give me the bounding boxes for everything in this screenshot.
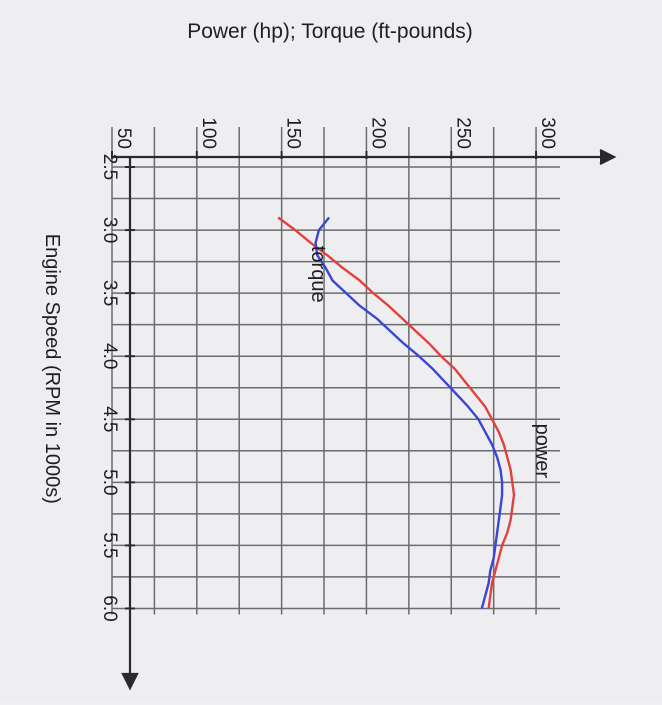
- x-tick-label: 4.5: [99, 406, 120, 432]
- series-label-group: power: [531, 424, 553, 479]
- y-tick-label: 50: [113, 128, 134, 149]
- y-tick-label-group: 100: [198, 117, 219, 149]
- x-tick-label: 3.5: [99, 280, 120, 306]
- series-line-torque: [314, 216, 504, 609]
- x-tick-label: 5.0: [99, 469, 120, 495]
- x-tick-label: 4.0: [99, 343, 120, 369]
- x-tick-label: 2.5: [99, 154, 120, 180]
- y-tick-labels: 50 100 150 200 250 300: [111, 117, 558, 159]
- x-tick-labels: 2.5 3.0 3.5 4.0 4.5 5.0 5.5 6.0: [99, 154, 135, 622]
- series-label-group: torque: [307, 246, 329, 303]
- axes: [112, 149, 617, 691]
- x-tick-label-group: 3.0: [99, 217, 120, 243]
- x-axis-title-group: Engine Speed (RPM in 1000s): [41, 234, 63, 504]
- x-tick-label-group: 3.5: [99, 280, 120, 306]
- x-tick-label-group: 4.0: [99, 343, 120, 369]
- series-line-power: [277, 216, 516, 609]
- series-label-power: power: [531, 424, 553, 479]
- y-tick-label: 100: [198, 117, 219, 149]
- x-axis-title: Engine Speed (RPM in 1000s): [41, 234, 63, 504]
- y-tick-label-group: 150: [283, 117, 304, 149]
- x-tick-label-group: 4.5: [99, 406, 120, 432]
- x-tick-label: 3.0: [99, 217, 120, 243]
- y-tick-label: 150: [283, 117, 304, 149]
- y-tick-label: 300: [537, 117, 558, 149]
- y-tick-label-group: 50: [113, 128, 134, 149]
- x-axis-arrow: [121, 672, 139, 691]
- y-tick-label: 200: [367, 117, 388, 149]
- x-tick-label-group: 2.5: [99, 154, 120, 180]
- x-tick-label-group: 5.0: [99, 469, 120, 495]
- x-tick-label: 5.5: [99, 532, 120, 558]
- series-label-torque: torque: [307, 246, 329, 303]
- y-axis-title: Power (hp); Torque (ft-pounds): [187, 20, 473, 43]
- x-tick-label-group: 6.0: [99, 595, 120, 621]
- y-tick-label-group: 300: [537, 117, 558, 149]
- y-axis-arrow: [599, 149, 617, 165]
- y-tick-label: 250: [452, 117, 473, 149]
- y-tick-label-group: 200: [367, 117, 388, 149]
- x-tick-label: 6.0: [99, 595, 120, 621]
- y-tick-label-group: 250: [452, 117, 473, 149]
- series-lines: [277, 216, 516, 609]
- x-tick-label-group: 5.5: [99, 532, 120, 558]
